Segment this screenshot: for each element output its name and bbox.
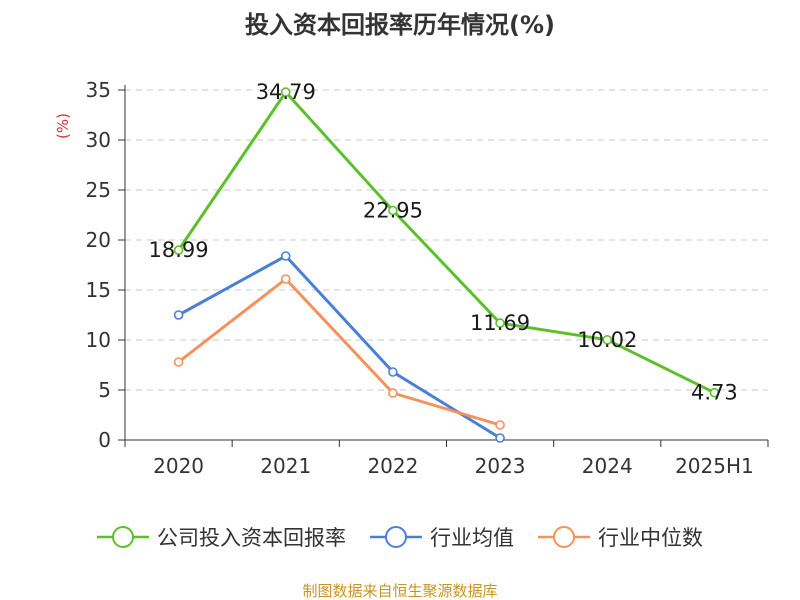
grid-lines <box>125 89 768 391</box>
x-tick-label: 2021 <box>260 454 311 478</box>
data-point <box>173 245 184 255</box>
y-tick-label: 5 <box>98 378 111 402</box>
x-tick-label: 2020 <box>153 454 204 478</box>
y-axis-label: (%) <box>54 113 72 139</box>
data-label: 11.69 <box>470 311 530 335</box>
series-line-2 <box>177 277 501 427</box>
data-point <box>602 334 613 345</box>
legend-marker <box>385 526 407 548</box>
legend-marker <box>553 526 575 548</box>
data-point <box>173 357 184 367</box>
data-point <box>280 251 291 261</box>
x-tick-label: 2023 <box>475 454 526 478</box>
legend-label: 行业中位数 <box>598 526 703 550</box>
source-note: 制图数据来自恒生聚源数据库 <box>302 582 497 600</box>
chart-title: 投入资本回报率历年情况(%) <box>245 11 555 39</box>
data-point <box>173 310 184 320</box>
y-tick-label: 30 <box>86 128 111 152</box>
data-label: 18.99 <box>149 238 209 262</box>
data-point <box>388 388 398 398</box>
y-tick-label: 35 <box>86 78 111 102</box>
legend-item-2: 行业中位数 <box>538 526 703 550</box>
legend-item-0: 公司投入资本回报率 <box>97 526 346 550</box>
data-label: 34.79 <box>256 80 316 104</box>
legend-label: 公司投入资本回报率 <box>157 526 346 550</box>
legend-item-1: 行业均值 <box>370 526 514 550</box>
y-tick-label: 10 <box>86 328 111 352</box>
series-points <box>173 87 720 443</box>
series-lines <box>177 90 716 440</box>
series-line-1 <box>177 254 501 440</box>
data-point <box>388 205 398 216</box>
x-tick-label: 2025H1 <box>675 454 754 478</box>
y-tick-labels: 0 5 10 15 20 25 30 35 <box>86 78 111 452</box>
y-tick-label: 0 <box>98 428 111 452</box>
data-point <box>495 420 505 430</box>
data-point <box>495 318 505 328</box>
data-label: 10.02 <box>577 328 637 352</box>
y-tick-label: 15 <box>86 278 111 302</box>
data-point <box>495 433 505 443</box>
x-tick-label: 2024 <box>582 454 633 478</box>
data-labels: 18.99 34.79 22.95 11.69 10.02 4.73 <box>149 80 738 405</box>
data-point <box>388 367 398 377</box>
data-point <box>280 274 291 284</box>
data-point <box>280 87 291 97</box>
legend: 公司投入资本回报率 行业均值 行业中位数 <box>97 526 703 550</box>
axes <box>118 85 769 447</box>
y-tick-label: 20 <box>86 228 111 252</box>
x-tick-labels: 2020 2021 2022 2023 2024 2025H1 <box>153 454 754 478</box>
x-tick-label: 2022 <box>367 454 418 478</box>
data-point <box>709 387 720 398</box>
legend-marker <box>112 526 134 548</box>
series-line-0 <box>177 90 716 395</box>
data-label: 22.95 <box>363 199 423 223</box>
y-tick-label: 25 <box>86 178 111 202</box>
data-label: 4.73 <box>691 381 738 405</box>
legend-label: 行业均值 <box>430 526 514 550</box>
